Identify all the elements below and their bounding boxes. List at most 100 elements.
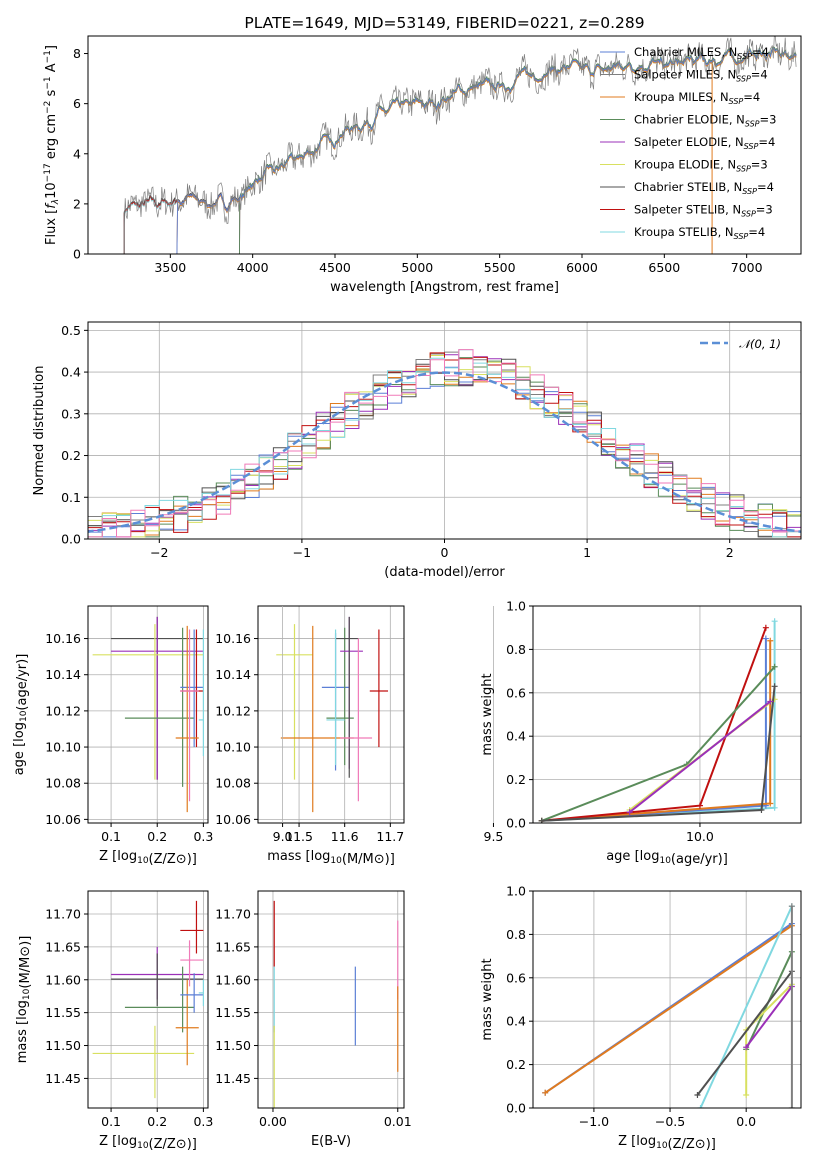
y-tick-label: 1.0 xyxy=(506,599,526,614)
y-tick-label: 0.4 xyxy=(506,729,526,744)
data-point xyxy=(180,900,204,954)
spectrum-plot-area xyxy=(123,36,797,254)
mass_vs_ebv-frame xyxy=(257,890,405,1109)
x-axis-label: Z [log10(Z/Z⊙)] xyxy=(618,1134,716,1152)
x-tick-label: 3500 xyxy=(154,260,186,275)
y-tick-label: 11.65 xyxy=(45,939,81,954)
data-point xyxy=(335,616,359,778)
mass_vs_Z-plot-area xyxy=(92,900,204,1099)
age_vs_mass-plot-area xyxy=(276,616,389,813)
y-tick-label: 11.45 xyxy=(45,1071,81,1086)
residual-histogram xyxy=(88,349,801,538)
y-tick-label: 11.65 xyxy=(215,939,251,954)
mass-weight-marker xyxy=(767,698,774,705)
x-tick-label: −1 xyxy=(293,545,311,560)
x-axis-label: mass [log10(M/M⊙)] xyxy=(267,849,395,867)
data-point xyxy=(175,979,199,1066)
mass-weight-marker xyxy=(767,637,774,644)
mass_vs_Z-frame xyxy=(87,890,209,1109)
y-axis-label: mass weight xyxy=(480,673,495,755)
data-point xyxy=(124,966,195,1033)
x-tick-label: 1 xyxy=(583,545,591,560)
legend-entry: Chabrier STELIB, NSSP=4 xyxy=(634,180,774,196)
x-axis-label: Z [log10(Z/Z⊙)] xyxy=(99,849,197,867)
legend-entry: Kroupa ELODIE, NSSP=3 xyxy=(634,158,768,174)
residuals-frame xyxy=(87,321,802,540)
x-tick-label: 2 xyxy=(726,545,734,560)
x-tick-label: 4000 xyxy=(237,260,269,275)
massweight_vs_age-axes: 9.0 9.5 10.0 0.0 0.2 0.4 0.6 0.8 1.0 xyxy=(273,599,801,844)
y-tick-label: 10.06 xyxy=(45,812,81,827)
mass-weight-marker xyxy=(771,683,778,690)
y-tick-label: 11.50 xyxy=(215,1038,251,1053)
y-axis-label: mass [log10(M/M⊙)] xyxy=(15,936,33,1064)
x-tick-label: 9.5 xyxy=(484,829,504,844)
y-tick-label: 11.55 xyxy=(215,1005,251,1020)
mass-weight-line xyxy=(541,640,772,822)
x-tick-label: 0.0 xyxy=(736,1114,756,1129)
x-tick-label: 11.5 xyxy=(285,829,313,844)
mass-weight-marker xyxy=(697,1105,704,1108)
data-point xyxy=(180,973,204,1013)
data-point xyxy=(340,638,373,802)
mass-weight-marker xyxy=(696,802,703,809)
observed-spectrum-line xyxy=(123,36,797,254)
chart-title: PLATE=1649, MJD=53149, FIBERID=0221, z=0… xyxy=(244,14,644,32)
x-tick-label: 0.1 xyxy=(101,829,121,844)
y-tick-label: 0.8 xyxy=(506,642,526,657)
x-tick-label: −0.5 xyxy=(655,1114,685,1129)
y-tick-label: 0.0 xyxy=(506,816,526,831)
y-tick-label: 11.70 xyxy=(45,907,81,922)
y-tick-label: 0.6 xyxy=(506,685,526,700)
y-tick-label: 11.60 xyxy=(215,972,251,987)
data-point xyxy=(198,979,204,1007)
x-tick-label: 0.3 xyxy=(193,829,213,844)
age_vs_mass-frame xyxy=(257,605,405,824)
x-tick-label: 11.6 xyxy=(331,829,359,844)
y-tick-label: 0.4 xyxy=(506,1014,526,1029)
mass-weight-marker xyxy=(762,635,769,642)
y-tick-label: 6 xyxy=(73,96,81,111)
mass-weight-marker xyxy=(542,1089,549,1096)
x-axis-label: E(B-V) xyxy=(311,1134,351,1149)
x-tick-label: −1.0 xyxy=(579,1114,609,1129)
y-tick-label: 0.8 xyxy=(506,927,526,942)
x-tick-label: 0.01 xyxy=(384,1114,412,1129)
data-point xyxy=(111,953,204,1007)
legend-entry: Kroupa STELIB, NSSP=4 xyxy=(634,225,765,241)
x-tick-label: 0.00 xyxy=(259,1114,287,1129)
mass_vs_ebv-axes: 0.00 0.01 11.45 11.50 11.55 11.60 11.65 11.70 xyxy=(215,891,412,1129)
y-axis-label: Normed distribution xyxy=(32,366,47,496)
y-axis-label: mass weight xyxy=(480,958,495,1040)
mass-weight-marker xyxy=(762,624,769,631)
y-tick-label: 0.4 xyxy=(61,365,81,380)
y-tick-label: 0.3 xyxy=(61,406,81,421)
legend-entry: Salpeter ELODIE, NSSP=4 xyxy=(634,135,775,151)
mass_vs_Z-axes: 0.1 0.2 0.3 11.45 11.50 11.55 11.60 11.65 11.70 xyxy=(45,891,213,1129)
massweight_vs_Z-plot-area xyxy=(542,903,795,1108)
y-tick-label: 10.14 xyxy=(45,667,81,682)
y-tick-label: 0.6 xyxy=(506,970,526,985)
mass-weight-marker xyxy=(758,806,765,813)
mass-weight-marker xyxy=(771,618,778,625)
mass-weight-marker xyxy=(771,663,778,670)
normal-curve xyxy=(88,371,801,533)
y-tick-label: 4 xyxy=(73,146,81,161)
y-tick-label: 10.12 xyxy=(215,703,251,718)
y-tick-label: 0.1 xyxy=(61,490,81,505)
y-tick-label: 11.50 xyxy=(45,1038,81,1053)
y-tick-label: 11.55 xyxy=(45,1005,81,1020)
legend-entry: Salpeter STELIB, NSSP=3 xyxy=(634,203,773,219)
data-point xyxy=(175,625,199,813)
mass-weight-line xyxy=(541,666,776,822)
x-tick-label: −2 xyxy=(150,545,168,560)
y-tick-label: 1.0 xyxy=(506,884,526,899)
x-tick-label: 6500 xyxy=(648,260,680,275)
x-tick-label: 0.2 xyxy=(147,829,167,844)
x-axis-label: (data-model)/error xyxy=(384,565,505,580)
x-tick-label: 5500 xyxy=(484,260,516,275)
legend-entry: Kroupa MILES, NSSP=4 xyxy=(634,90,760,106)
mass-weight-line xyxy=(629,700,771,813)
age_vs_Z-frame xyxy=(87,605,209,824)
